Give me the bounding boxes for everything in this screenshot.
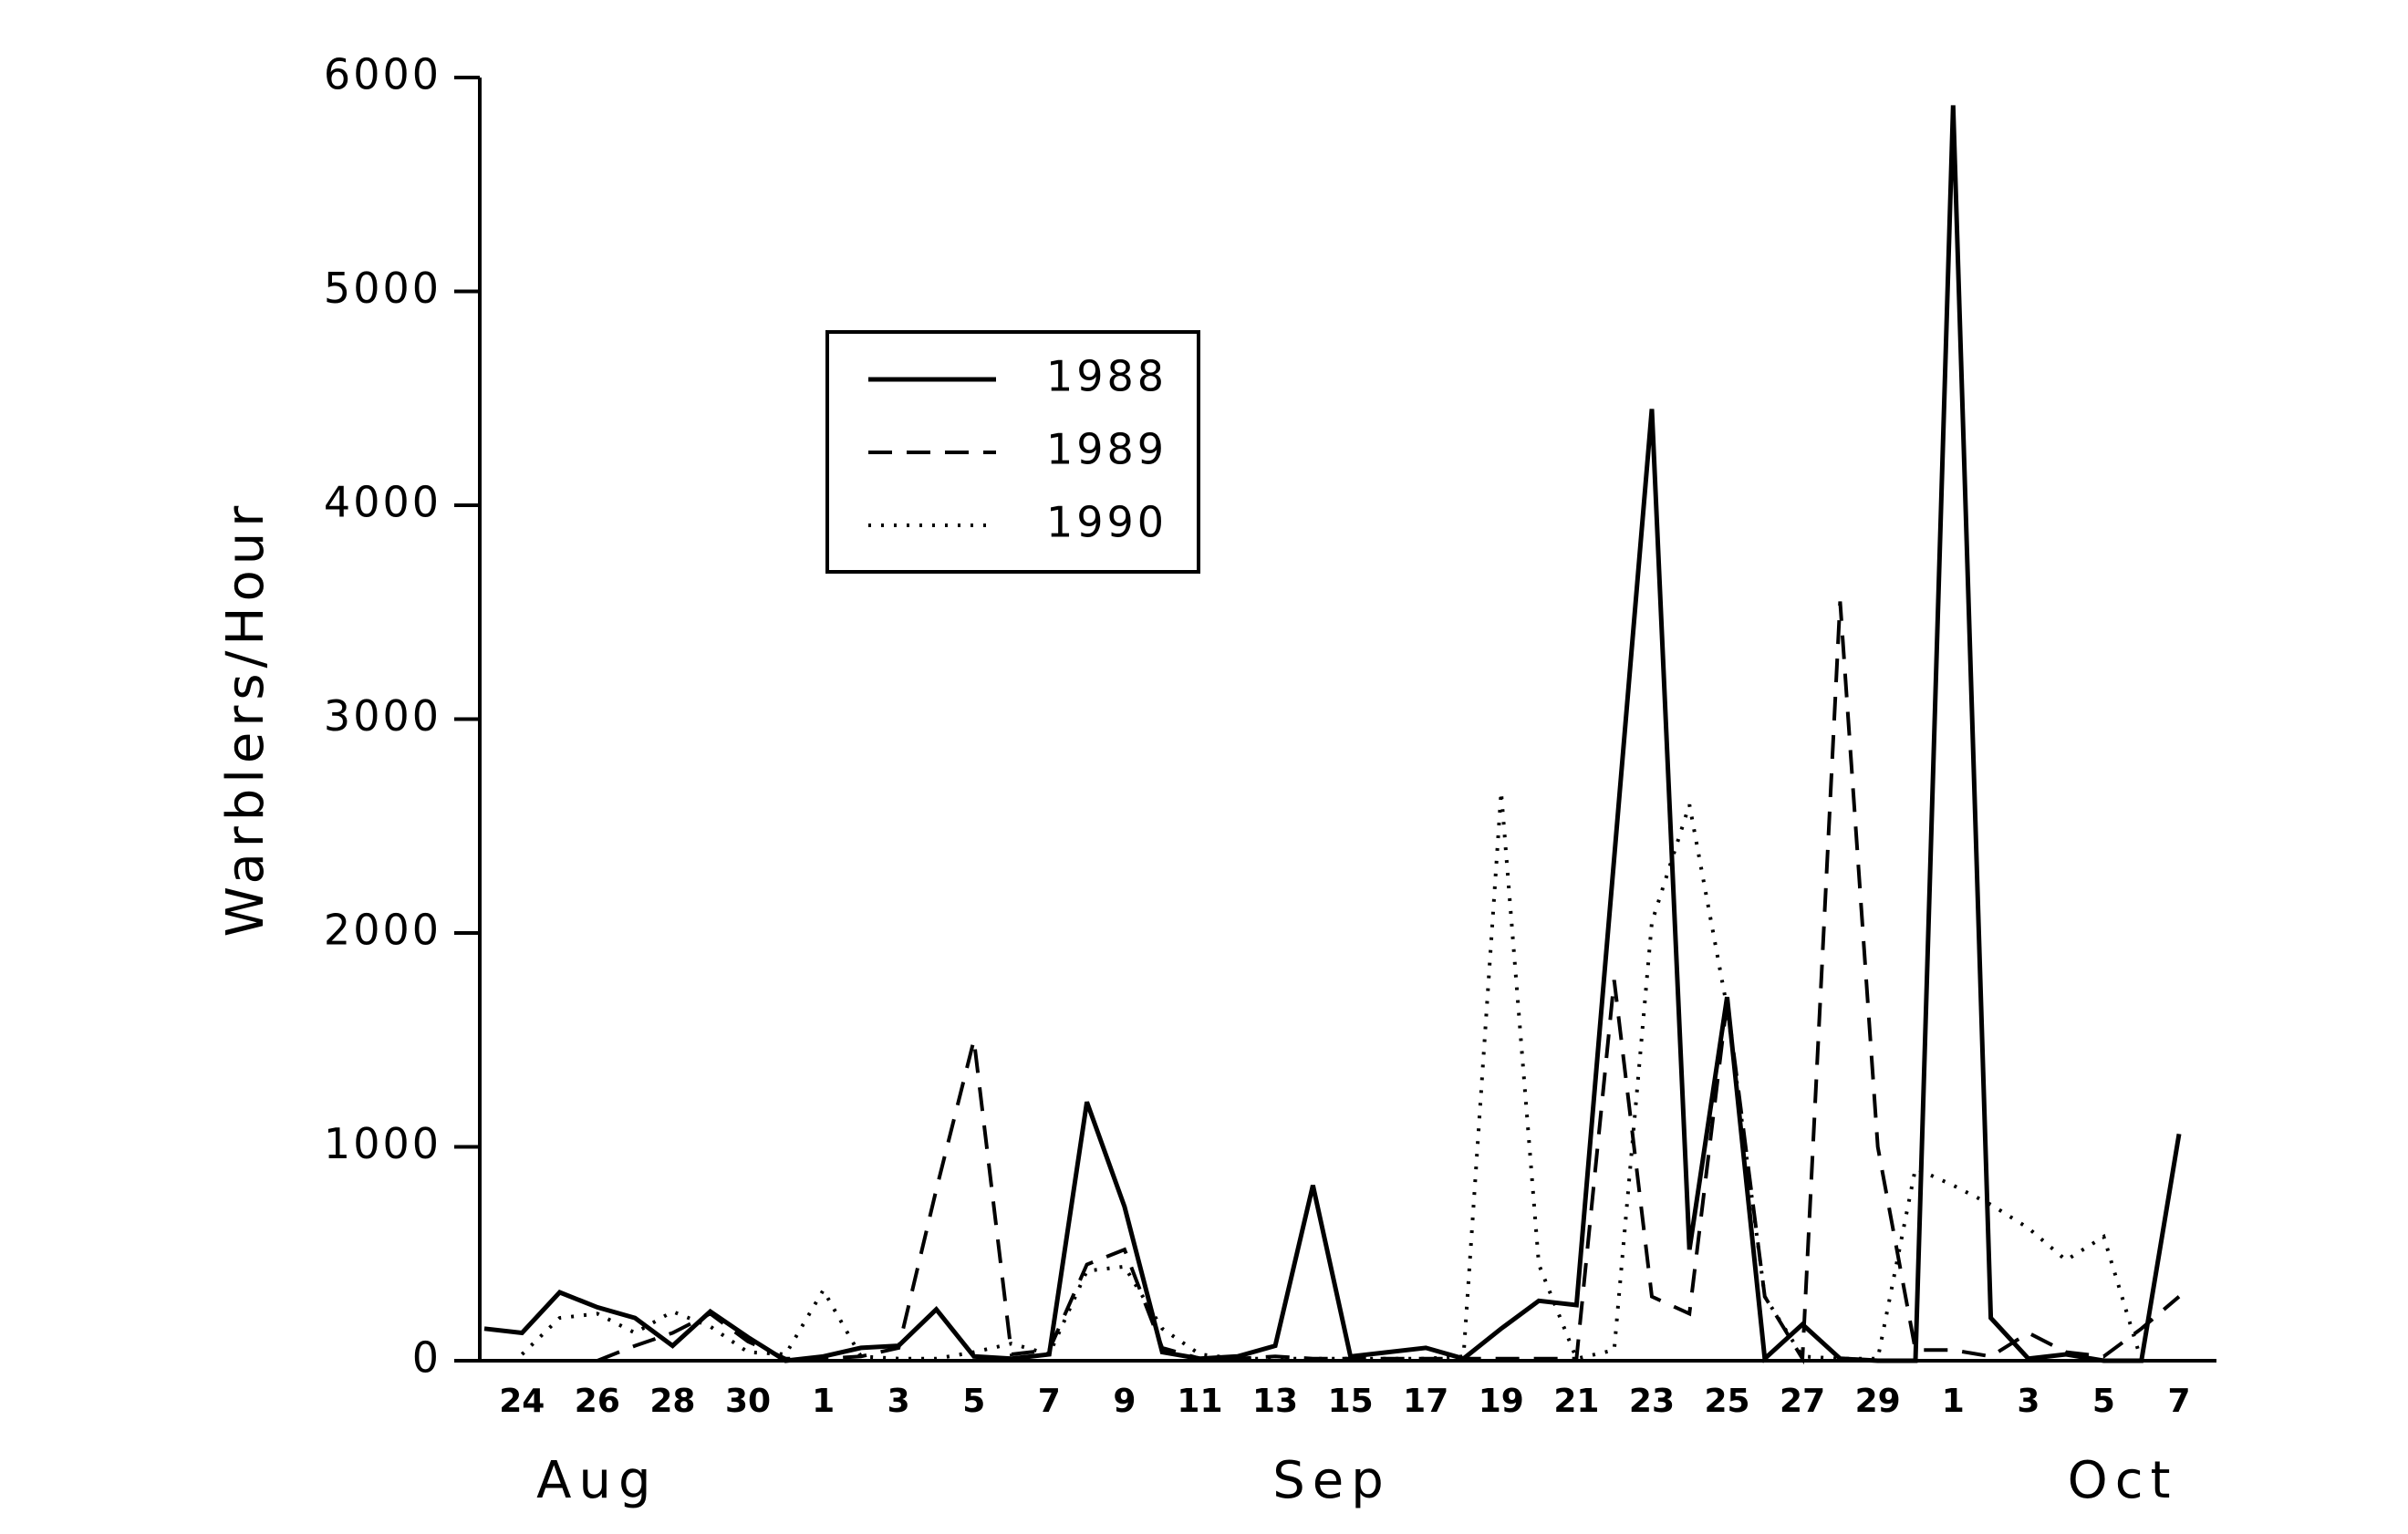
- x-tick-label: 24: [499, 1383, 545, 1420]
- x-tick-label: 5: [962, 1383, 985, 1420]
- y-axis-label: Warblers/Hour: [216, 501, 275, 938]
- data-line: [483, 105, 2182, 1363]
- x-tick-label: 21: [1553, 1383, 1599, 1420]
- y-tick-label: 6000: [324, 50, 441, 99]
- y-tick-label: 2000: [324, 906, 441, 955]
- x-tick-label: 29: [1855, 1383, 1901, 1420]
- y-tick-label: 5000: [324, 264, 441, 313]
- legend-label: 1988: [1046, 352, 1168, 401]
- month-label: Aug: [536, 1451, 658, 1510]
- x-tick-label: 5: [2092, 1383, 2115, 1420]
- month-label: Sep: [1272, 1451, 1391, 1510]
- y-tick-label: 3000: [324, 691, 441, 741]
- x-tick-label: 17: [1403, 1383, 1448, 1420]
- x-tick-label: 15: [1328, 1383, 1374, 1420]
- x-tick-label: 9: [1113, 1383, 1136, 1420]
- x-tick-label: 27: [1780, 1383, 1825, 1420]
- x-tick-label: 28: [649, 1383, 695, 1420]
- x-tick-label: 7: [2167, 1383, 2190, 1420]
- x-tick-label: 1: [812, 1383, 835, 1420]
- x-tick-label: 30: [725, 1383, 771, 1420]
- data-line: [597, 601, 2181, 1365]
- month-label: Oct: [2068, 1451, 2178, 1510]
- legend-label: 1989: [1046, 425, 1168, 474]
- y-tick-label: 4000: [324, 478, 441, 527]
- x-tick-label: 7: [1038, 1383, 1061, 1420]
- x-tick-label: 25: [1704, 1383, 1749, 1420]
- x-tick-label: 11: [1177, 1383, 1222, 1420]
- y-tick-label: 0: [412, 1333, 441, 1383]
- x-tick-label: 23: [1629, 1383, 1675, 1420]
- x-tick-label: 13: [1252, 1383, 1298, 1420]
- x-tick-label: 3: [2017, 1383, 2040, 1420]
- x-tick-label: 26: [575, 1383, 620, 1420]
- legend-label: 1990: [1046, 498, 1168, 547]
- x-tick-label: 1: [1942, 1383, 1965, 1420]
- y-tick-label: 1000: [324, 1119, 441, 1168]
- x-tick-label: 3: [887, 1383, 910, 1420]
- x-tick-label: 19: [1479, 1383, 1524, 1420]
